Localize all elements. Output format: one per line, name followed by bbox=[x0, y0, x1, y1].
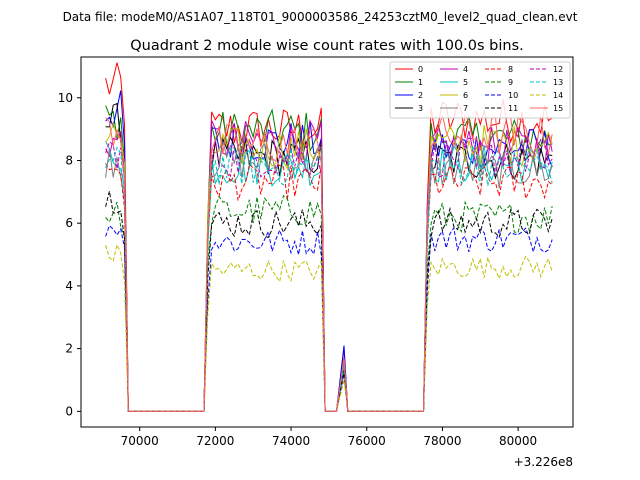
x-tick-label: 72000 bbox=[196, 434, 234, 448]
legend-frame bbox=[389, 61, 571, 119]
x-axis-offset-label: +3.226e8 bbox=[514, 455, 573, 469]
legend-label-2: 2 bbox=[418, 91, 423, 100]
y-tick-label: 8 bbox=[65, 153, 73, 167]
x-tick-label: 78000 bbox=[423, 434, 461, 448]
y-tick-label: 10 bbox=[58, 91, 73, 105]
x-axis: 70000 72000 74000 76000 78000 80000 bbox=[121, 427, 537, 448]
legend-label-8: 8 bbox=[508, 65, 513, 74]
chart-title: Quadrant 2 module wise count rates with … bbox=[130, 38, 524, 54]
figure-suptitle: Data file: modeM0/AS1A07_118T01_90000035… bbox=[63, 10, 578, 24]
legend-label-5: 5 bbox=[463, 78, 468, 87]
legend-label-1: 1 bbox=[418, 78, 423, 87]
x-tick-label: 70000 bbox=[121, 434, 159, 448]
legend-label-3: 3 bbox=[418, 104, 423, 113]
y-tick-label: 0 bbox=[65, 404, 73, 418]
legend-label-7: 7 bbox=[463, 104, 468, 113]
series-layer bbox=[105, 62, 553, 412]
y-axis: 0 2 4 6 8 10 bbox=[58, 91, 81, 418]
legend-label-4: 4 bbox=[463, 65, 468, 74]
legend-label-14: 14 bbox=[553, 91, 563, 100]
y-tick-label: 6 bbox=[65, 216, 73, 230]
legend-label-0: 0 bbox=[418, 65, 423, 74]
y-tick-label: 4 bbox=[65, 279, 73, 293]
legend-label-10: 10 bbox=[508, 91, 518, 100]
legend-label-6: 6 bbox=[463, 91, 468, 100]
x-tick-label: 80000 bbox=[499, 434, 537, 448]
x-tick-label: 74000 bbox=[272, 434, 310, 448]
series-line-8 bbox=[105, 163, 553, 412]
legend-label-15: 15 bbox=[553, 104, 563, 113]
series-line-14 bbox=[105, 243, 553, 412]
legend-label-12: 12 bbox=[553, 65, 563, 74]
series-line-15 bbox=[105, 113, 553, 412]
legend-label-9: 9 bbox=[508, 78, 513, 87]
x-tick-label: 76000 bbox=[348, 434, 386, 448]
y-tick-label: 2 bbox=[65, 342, 73, 356]
legend-label-13: 13 bbox=[553, 78, 563, 87]
legend-label-11: 11 bbox=[508, 104, 518, 113]
axes-frame bbox=[80, 56, 574, 428]
series-line-11 bbox=[105, 191, 553, 412]
